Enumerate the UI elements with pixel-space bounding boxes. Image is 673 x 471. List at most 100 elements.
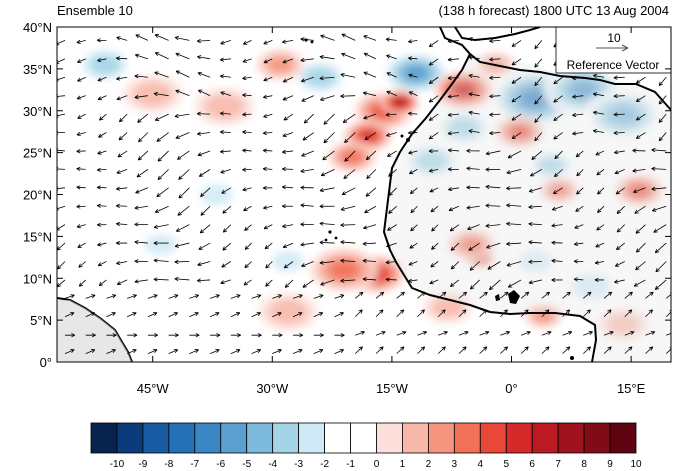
lat-tick-label: 0°	[40, 355, 52, 370]
colorbar-tick-label: -3	[294, 459, 303, 470]
wind-vector	[410, 224, 418, 232]
wind-vector	[284, 279, 294, 288]
wind-vector	[485, 223, 501, 228]
south-america-land	[57, 300, 132, 362]
wind-vector	[528, 279, 542, 285]
wind-vector	[334, 333, 345, 338]
wind-vector	[76, 204, 86, 209]
wind-vector	[96, 222, 107, 227]
wind-vector	[322, 150, 335, 161]
wind-vector	[242, 40, 252, 45]
wind-vector	[209, 294, 220, 299]
wind-vector	[553, 113, 563, 122]
wind-vector	[282, 223, 294, 229]
wind-vector	[85, 312, 96, 318]
lon-tick-label: 15°E	[617, 381, 646, 396]
wind-vector	[362, 91, 377, 97]
wind-vector	[134, 240, 148, 245]
wind-vector	[428, 95, 439, 103]
wind-vector	[175, 224, 190, 232]
wind-vector	[655, 261, 667, 273]
wind-vector	[196, 131, 211, 136]
wind-vector	[272, 333, 283, 338]
wind-vector	[147, 333, 159, 338]
wind-vector	[635, 113, 646, 121]
wind-vector	[554, 150, 563, 160]
wind-vector	[200, 205, 211, 216]
wind-vector	[263, 224, 273, 230]
wind-vector	[244, 242, 252, 250]
wind-vector	[654, 242, 667, 254]
wind-vector	[428, 76, 439, 85]
wind-vector	[553, 95, 563, 103]
wind-vector	[658, 113, 667, 123]
wind-vector	[624, 346, 633, 354]
wind-vector	[97, 76, 107, 82]
wind-vector	[458, 291, 468, 299]
wind-vector	[174, 276, 190, 282]
wind-vector	[500, 346, 509, 354]
wind-vector	[396, 346, 405, 354]
wind-vector	[300, 168, 314, 173]
wind-vector	[219, 111, 231, 116]
anomaly-blob	[132, 81, 173, 107]
wind-vector	[551, 277, 563, 283]
wind-vector	[511, 40, 522, 47]
wind-vector	[500, 291, 509, 299]
wind-vector	[168, 294, 179, 299]
wind-vector	[244, 261, 252, 269]
wind-vector	[200, 187, 211, 197]
wind-vector	[592, 129, 605, 134]
wind-vector	[573, 241, 584, 247]
wind-vector	[98, 279, 107, 287]
wind-vector	[534, 40, 543, 50]
wind-vector	[341, 52, 356, 60]
wind-vector	[134, 205, 148, 210]
wind-vector	[511, 113, 522, 121]
lat-tick-label: 25°N	[23, 146, 52, 161]
wind-vector	[506, 261, 522, 267]
wind-vector	[583, 330, 593, 336]
colorbar-swatch	[557, 422, 585, 454]
wind-vector	[592, 110, 605, 115]
wind-vector	[319, 240, 335, 245]
wind-vector	[242, 58, 252, 63]
wind-vector	[635, 242, 646, 253]
wind-vector	[528, 221, 542, 227]
wind-vector	[658, 76, 667, 87]
reference-vector-arrowhead	[621, 44, 629, 52]
wind-vector	[573, 277, 584, 282]
wind-vector	[177, 205, 190, 216]
wind-vector	[292, 349, 303, 354]
wind-vector	[534, 76, 543, 87]
wind-vector	[300, 37, 314, 42]
wind-vector	[153, 277, 169, 282]
wind-vector	[283, 261, 294, 269]
wind-vector	[487, 261, 501, 270]
colorbar-tick-label: 0	[374, 459, 380, 470]
wind-vector	[616, 224, 626, 233]
wind-vector	[409, 242, 418, 249]
wind-vector	[263, 58, 273, 64]
wind-vector	[85, 333, 96, 338]
anomaly-blob	[404, 65, 428, 81]
wind-vector	[344, 150, 356, 162]
wind-vector	[134, 94, 148, 100]
wind-vector	[396, 291, 405, 299]
wind-vector	[528, 187, 542, 193]
wind-vector	[595, 242, 605, 248]
wind-vector	[386, 54, 397, 60]
wind-vector	[658, 132, 667, 142]
wind-vector	[431, 224, 439, 232]
lon-tick-label: 0°	[505, 381, 517, 396]
wind-vector	[468, 37, 480, 42]
lat-tick-label: 5°N	[30, 313, 52, 328]
wind-vector	[437, 346, 446, 354]
wind-vector	[174, 113, 190, 118]
wind-vector	[106, 312, 116, 318]
iberia-coastline	[454, 27, 541, 42]
lat-tick-label: 30°N	[23, 104, 52, 119]
wind-vector	[282, 242, 294, 249]
anomaly-blob	[461, 238, 482, 252]
wind-vector	[551, 205, 563, 211]
